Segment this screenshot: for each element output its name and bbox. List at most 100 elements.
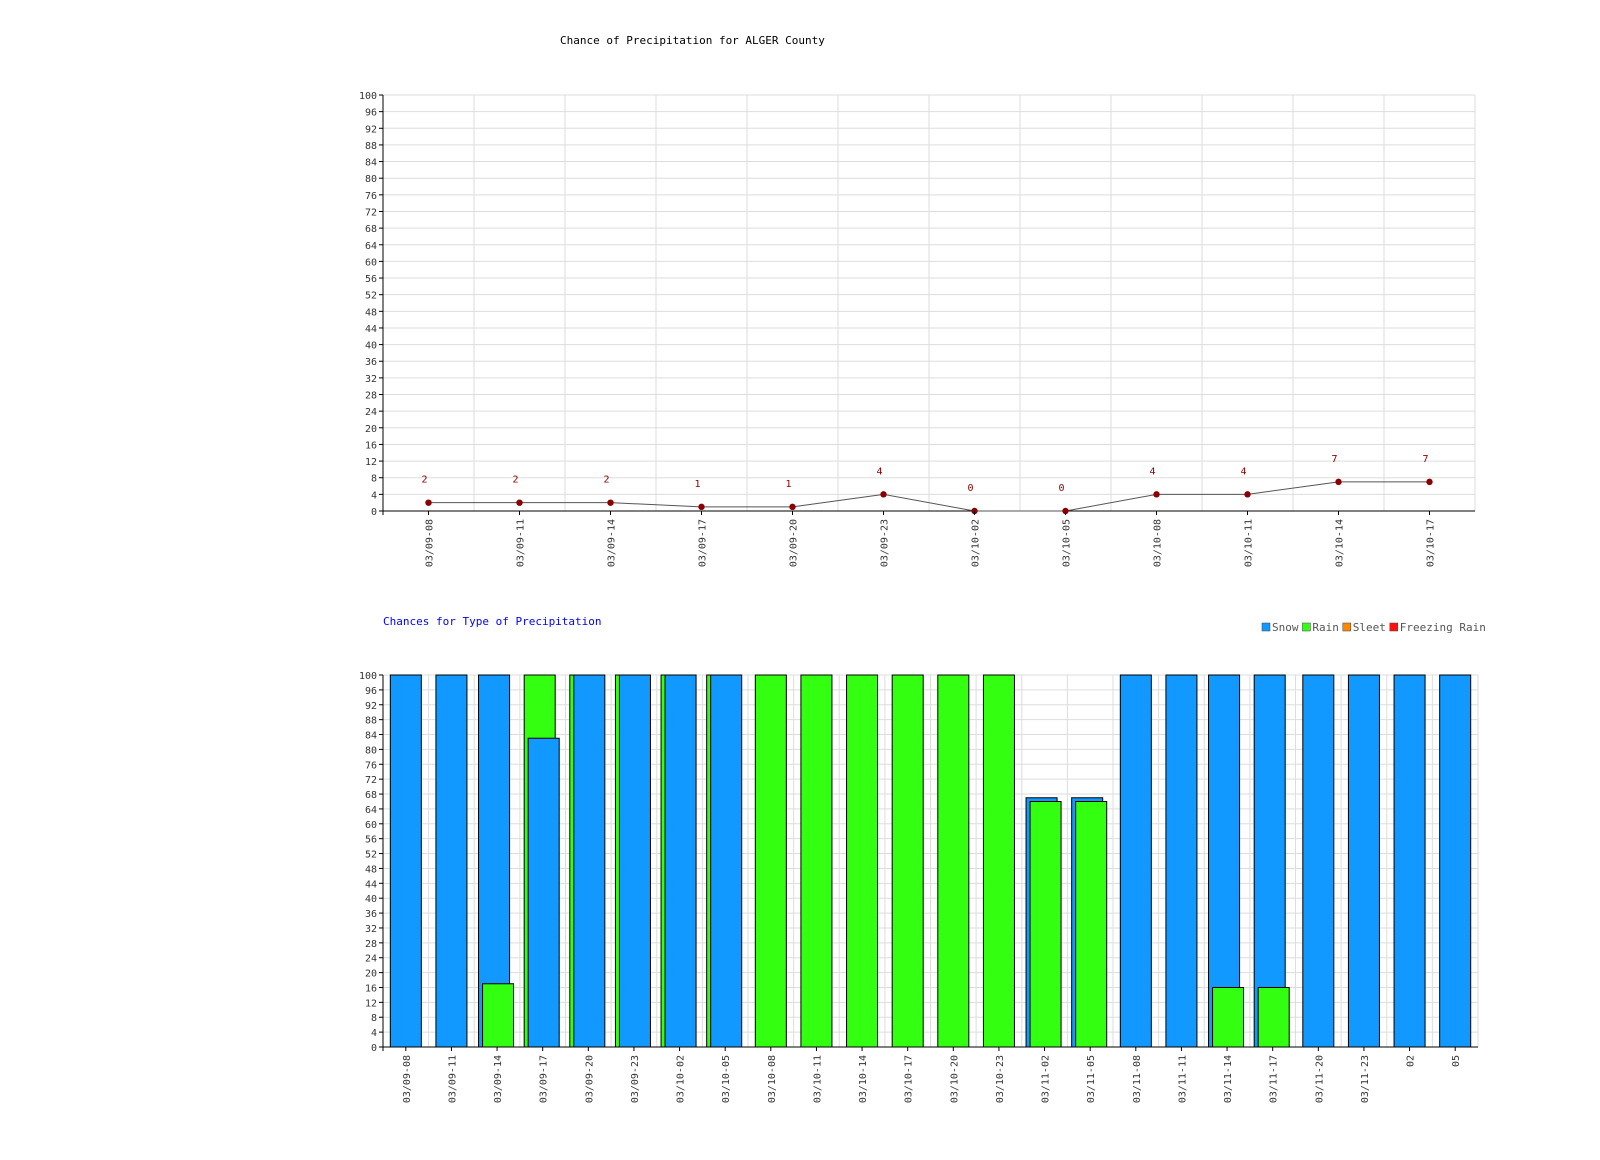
y-tick-label: 64 [365,805,377,816]
x-tick-label: 03/10-11 [812,1055,823,1103]
y-tick-label: 40 [365,341,377,352]
bar-rain [1257,986,1290,1048]
x-tick-label: 03/09-20 [789,519,800,567]
line-chart-title: Chance of Precipitation for ALGER County [560,34,825,47]
bar-rain [1212,986,1245,1048]
series-line [428,481,1430,512]
y-tick-label: 96 [365,686,377,697]
data-label: 2 [421,475,427,486]
x-tick-label: 03/09-08 [402,1055,413,1103]
bar-snow [710,674,743,1048]
data-label: 1 [785,479,791,490]
legend-label: Rain [1312,621,1339,634]
legend-swatch [1389,622,1399,632]
x-tick-label: 03/11-08 [1132,1055,1143,1103]
y-tick-label: 60 [365,257,377,268]
data-label: 0 [1058,483,1064,494]
data-point [516,499,523,506]
data-point [880,491,887,498]
legend-label: Snow [1272,621,1299,634]
x-tick-label: 03/09-14 [493,1055,504,1103]
y-tick-label: 92 [365,701,377,712]
x-tick-label: 03/10-20 [949,1055,960,1103]
bar-snow [435,674,468,1048]
x-tick-label: 03/10-02 [971,519,982,567]
bar-rain [754,674,787,1048]
y-tick-label: 72 [365,775,377,786]
y-tick-label: 4 [371,490,377,501]
x-tick-label: 03/10-02 [676,1055,687,1103]
data-point [789,503,796,511]
bar-snow [664,674,697,1048]
x-tick-label: 03/09-11 [447,1055,458,1103]
legend-swatch [1261,622,1271,632]
y-tick-label: 28 [365,391,377,402]
bar-rain [846,674,879,1048]
x-tick-label: 03/10-05 [1062,519,1073,567]
y-tick-label: 32 [365,374,377,385]
data-point [1335,478,1342,486]
y-tick-label: 24 [365,407,377,418]
bar-rain [800,674,833,1048]
bar-snow [1302,674,1335,1048]
data-point [698,503,705,511]
y-tick-label: 20 [365,424,377,435]
y-tick-label: 100 [359,91,377,102]
x-tick-label: 03/09-17 [698,519,709,567]
y-tick-label: 8 [371,474,377,485]
x-tick-label: 02 [1406,1055,1417,1067]
y-tick-label: 36 [365,909,377,920]
x-tick-label: 03/10-23 [995,1055,1006,1103]
y-tick-label: 52 [365,850,377,861]
bar-snow [1439,674,1472,1048]
bar-snow [1393,674,1426,1048]
y-tick-label: 36 [365,357,377,368]
y-tick-label: 96 [365,108,377,119]
y-tick-label: 68 [365,224,377,235]
x-tick-label: 03/10-17 [1426,519,1437,567]
bar-chart-title: Chances for Type of Precipitation [383,615,602,628]
y-tick-label: 24 [365,954,377,965]
bar-snow [573,674,606,1048]
data-label: 4 [876,466,882,477]
x-tick-label: 03/11-05 [1086,1055,1097,1103]
data-label: 0 [967,483,973,494]
bar-snow [1119,674,1152,1048]
legend-swatch [1302,622,1311,632]
data-point [607,499,614,506]
x-tick-label: 03/11-11 [1177,1055,1188,1103]
x-tick-label: 03/11-14 [1223,1055,1234,1103]
x-tick-label: 03/09-20 [584,1055,595,1103]
y-tick-label: 28 [365,939,377,950]
bar-rain [937,674,970,1048]
bar-rain [1075,800,1108,1048]
x-tick-label: 03/09-08 [425,519,436,567]
bar-snow [1165,674,1198,1048]
y-tick-label: 56 [365,835,377,846]
y-tick-label: 72 [365,207,377,218]
x-tick-label: 03/11-17 [1269,1055,1280,1103]
y-tick-label: 0 [371,1043,377,1054]
data-point [1244,491,1251,498]
y-tick-label: 20 [365,969,377,980]
y-tick-label: 12 [365,998,377,1009]
x-tick-label: 03/10-05 [721,1055,732,1103]
bar-snow [389,674,422,1048]
x-tick-label: 03/11-20 [1314,1055,1325,1103]
bar-snow [618,674,651,1048]
legend-label: Sleet [1353,621,1386,634]
x-tick-label: 03/10-08 [767,1055,778,1103]
y-tick-label: 8 [371,1013,377,1024]
x-tick-label: 03/11-23 [1360,1055,1371,1103]
y-tick-label: 84 [365,158,377,169]
legend-swatch [1342,622,1352,632]
y-tick-label: 16 [365,440,377,451]
y-tick-label: 44 [365,879,377,890]
x-tick-label: 03/09-17 [539,1055,550,1103]
y-tick-label: 4 [371,1028,377,1039]
legend-label: Freezing Rain [1400,621,1486,634]
x-tick-label: 03/10-17 [904,1055,915,1103]
y-tick-label: 16 [365,983,377,994]
data-label: 4 [1240,466,1246,477]
